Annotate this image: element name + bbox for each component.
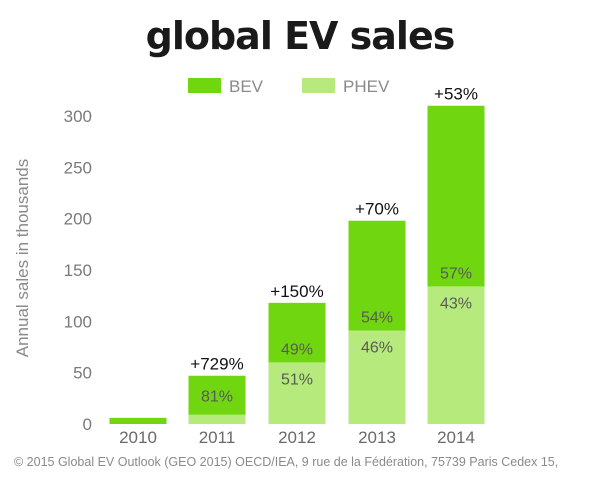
y-tick-label: 150 xyxy=(64,261,92,280)
legend-swatch-phev xyxy=(302,78,335,93)
y-tick-label: 0 xyxy=(83,415,92,434)
share-label-bev-2011: 81% xyxy=(201,388,233,405)
x-tick-label-2011: 2011 xyxy=(199,428,236,447)
bar-bev-2012 xyxy=(268,302,326,363)
bar-bev-2010 xyxy=(109,417,167,424)
x-tick-label-2010: 2010 xyxy=(119,428,157,447)
share-label-phev-2013: 46% xyxy=(361,340,393,357)
chart-title: global EV sales xyxy=(145,14,456,58)
growth-label-2012: +150% xyxy=(270,282,323,301)
footer-copyright: © 2015 Global EV Outlook (GEO 2015) OECD… xyxy=(14,455,559,469)
legend-label-phev: PHEV xyxy=(343,77,390,96)
growth-label-2011: +729% xyxy=(190,355,243,374)
growth-label-2013: +70% xyxy=(355,200,399,219)
y-tick-label: 300 xyxy=(64,107,92,126)
share-label-bev-2012: 49% xyxy=(281,341,313,358)
legend-label-bev: BEV xyxy=(229,77,264,96)
x-tick-label-2013: 2013 xyxy=(358,428,396,447)
share-label-bev-2014: 57% xyxy=(440,265,472,282)
x-tick-label-2012: 2012 xyxy=(278,428,316,447)
y-tick-label: 200 xyxy=(64,210,92,229)
bar-phev-2011 xyxy=(188,414,246,424)
y-tick-label: 250 xyxy=(64,158,92,177)
share-label-phev-2014: 43% xyxy=(440,295,472,312)
legend-swatch-bev xyxy=(188,78,221,93)
bar-bev-2011 xyxy=(188,375,246,415)
bar-phev-2012 xyxy=(268,362,326,424)
bar-bev-2013 xyxy=(348,220,406,331)
share-label-bev-2013: 54% xyxy=(361,310,393,327)
y-tick-label: 100 xyxy=(64,312,92,331)
share-label-phev-2012: 51% xyxy=(281,371,313,388)
growth-label-2014: +53% xyxy=(434,85,478,104)
x-tick-label-2014: 2014 xyxy=(437,428,475,447)
y-tick-label: 50 xyxy=(73,364,92,383)
bar-bev-2014 xyxy=(427,105,485,287)
y-axis-title: Annual sales in thousands xyxy=(13,159,32,357)
bar-phev-2014 xyxy=(427,286,485,424)
bar-phev-2013 xyxy=(348,330,406,424)
